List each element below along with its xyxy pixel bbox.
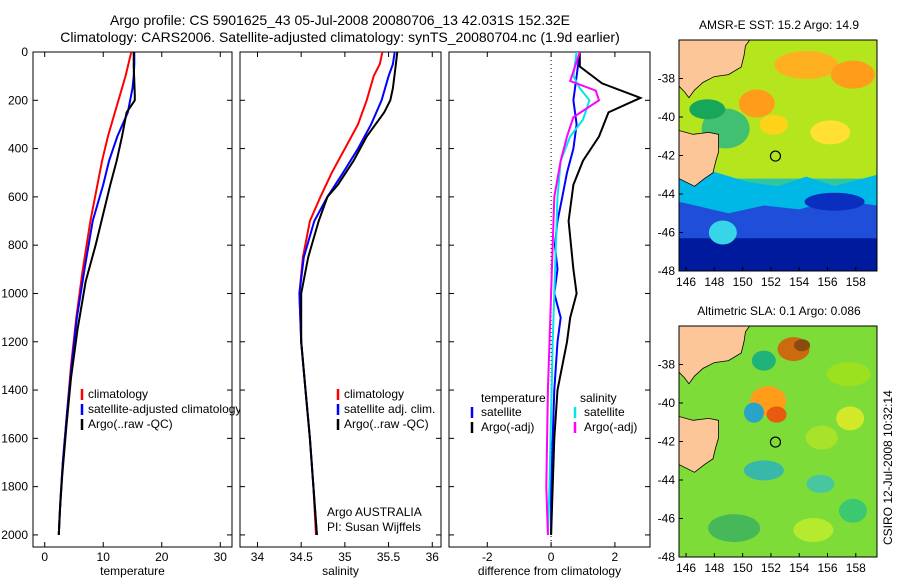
series-line-argo-raw-qc-	[300, 51, 399, 535]
x-tick-label: 0	[548, 550, 555, 564]
x-tick-label: 146	[676, 561, 696, 575]
tasmania-land	[679, 130, 719, 187]
y-tick-label: -46	[658, 512, 676, 526]
x-tick-label: 34	[251, 550, 265, 564]
y-tick-label: -40	[658, 110, 676, 124]
y-tick-label: 1200	[1, 335, 28, 349]
legend-label: Argo(-adj)	[481, 420, 534, 434]
x-tick-label: 148	[704, 275, 724, 289]
float-position-marker	[769, 150, 782, 162]
y-tick-label: 2000	[1, 528, 28, 542]
x-axis-label: difference from climatology	[478, 564, 621, 578]
sla-map: 146 148 150 152 154 156 158 -38 -40 -42 -44 -46 -48	[658, 325, 878, 575]
x-tick-label: 146	[676, 275, 696, 289]
map-field	[679, 326, 877, 557]
y-tick-label: -40	[658, 396, 676, 410]
x-tick-label: -2	[482, 550, 493, 564]
legend-label: climatology	[88, 387, 148, 401]
map-field	[679, 40, 877, 271]
x-tick-label: 150	[733, 275, 753, 289]
x-tick-label: 156	[817, 275, 837, 289]
legend-label: climatology	[344, 387, 404, 401]
x-tick-label: 152	[761, 275, 781, 289]
australia-land	[679, 40, 751, 99]
y-tick-label: 200	[8, 93, 28, 107]
x-tick-label: 34.5	[289, 550, 313, 564]
float-position-marker	[769, 436, 782, 448]
y-tick-label: 0	[21, 45, 28, 59]
y-tick-label: -44	[658, 473, 676, 487]
y-tick-label: -46	[658, 226, 676, 240]
legend-label: Argo(..raw -QC)	[88, 417, 173, 431]
plot-title-line2: Climatology: CARS2006. Satellite-adjuste…	[60, 29, 620, 45]
y-tick-label: 800	[8, 238, 28, 252]
x-tick-label: 158	[846, 275, 866, 289]
legend-label: satellite adj. clim.	[344, 402, 435, 416]
x-axis-label: salinity	[322, 564, 359, 578]
legend-label: satellite	[481, 405, 522, 419]
legend-label: Argo(-adj)	[584, 420, 637, 434]
x-tick-label: 20	[155, 550, 169, 564]
y-tick-label: 1800	[1, 480, 28, 494]
series-line-argo-adj-	[545, 51, 601, 535]
y-tick-label: -38	[658, 358, 676, 372]
profile-panel-1: 0 10 20 30 0 200 400 600 800 1000 1200 1400 1600 1800…	[1, 45, 241, 578]
sst-map: 146 148 150 152 154 156 158 -38 -40 -42 -44 -46 -48	[658, 39, 878, 289]
y-tick-label: 1000	[1, 286, 28, 300]
x-tick-label: 158	[846, 561, 866, 575]
x-tick-label: 156	[817, 561, 837, 575]
tasmania-land	[679, 416, 719, 473]
sst-map-title: AMSR-E SST: 15.2 Argo: 14.9	[698, 18, 860, 32]
series-line-satellite	[546, 51, 591, 535]
legend-header: temperature	[481, 391, 546, 405]
y-tick-label: 600	[8, 190, 28, 204]
x-tick-label: 30	[214, 550, 228, 564]
x-tick-label: 36	[426, 550, 440, 564]
legend-header: salinity	[580, 391, 617, 405]
legend-label: satellite	[584, 405, 625, 419]
x-tick-label: 0	[41, 550, 48, 564]
sla-map-title: Altimetric SLA: 0.1 Argo: 0.086	[697, 304, 861, 318]
annotation-text: PI: Susan Wijffels	[327, 520, 421, 534]
y-tick-label: -48	[658, 550, 676, 564]
y-tick-label: -42	[658, 149, 676, 163]
profile-panel-2: 34 34.5 35 35.5 36 salinity climatologysatelli…	[239, 51, 442, 578]
legend-label: Argo(..raw -QC)	[344, 417, 429, 431]
legend-label: satellite-adjusted climatology	[88, 402, 241, 416]
y-tick-label: 1600	[1, 431, 28, 445]
x-tick-label: 150	[733, 561, 753, 575]
series-line-argo-adj-	[550, 52, 644, 535]
y-tick-label: 400	[8, 142, 28, 156]
x-tick-label: 154	[789, 275, 809, 289]
plot-title-line1: Argo profile: CS 5901625_43 05-Jul-2008 …	[109, 12, 571, 28]
y-tick-label: -38	[658, 72, 676, 86]
annotation-text: Argo AUSTRALIA	[327, 505, 422, 519]
plot-frame	[32, 51, 233, 548]
series-line-argo-raw-qc-	[57, 52, 136, 535]
x-tick-label: 152	[761, 561, 781, 575]
y-tick-label: -44	[658, 187, 676, 201]
x-tick-label: 2	[612, 550, 619, 564]
x-tick-label: 35	[338, 550, 352, 564]
x-tick-label: 148	[704, 561, 724, 575]
x-axis-label: temperature	[100, 564, 165, 578]
y-tick-label: -48	[658, 264, 676, 278]
plot-frame	[239, 51, 442, 548]
x-tick-label: 35.5	[377, 550, 401, 564]
x-tick-label: 10	[97, 550, 111, 564]
australia-land	[679, 326, 751, 385]
x-tick-label: 154	[789, 561, 809, 575]
y-tick-label: -42	[658, 435, 676, 449]
y-tick-label: 1400	[1, 383, 28, 397]
